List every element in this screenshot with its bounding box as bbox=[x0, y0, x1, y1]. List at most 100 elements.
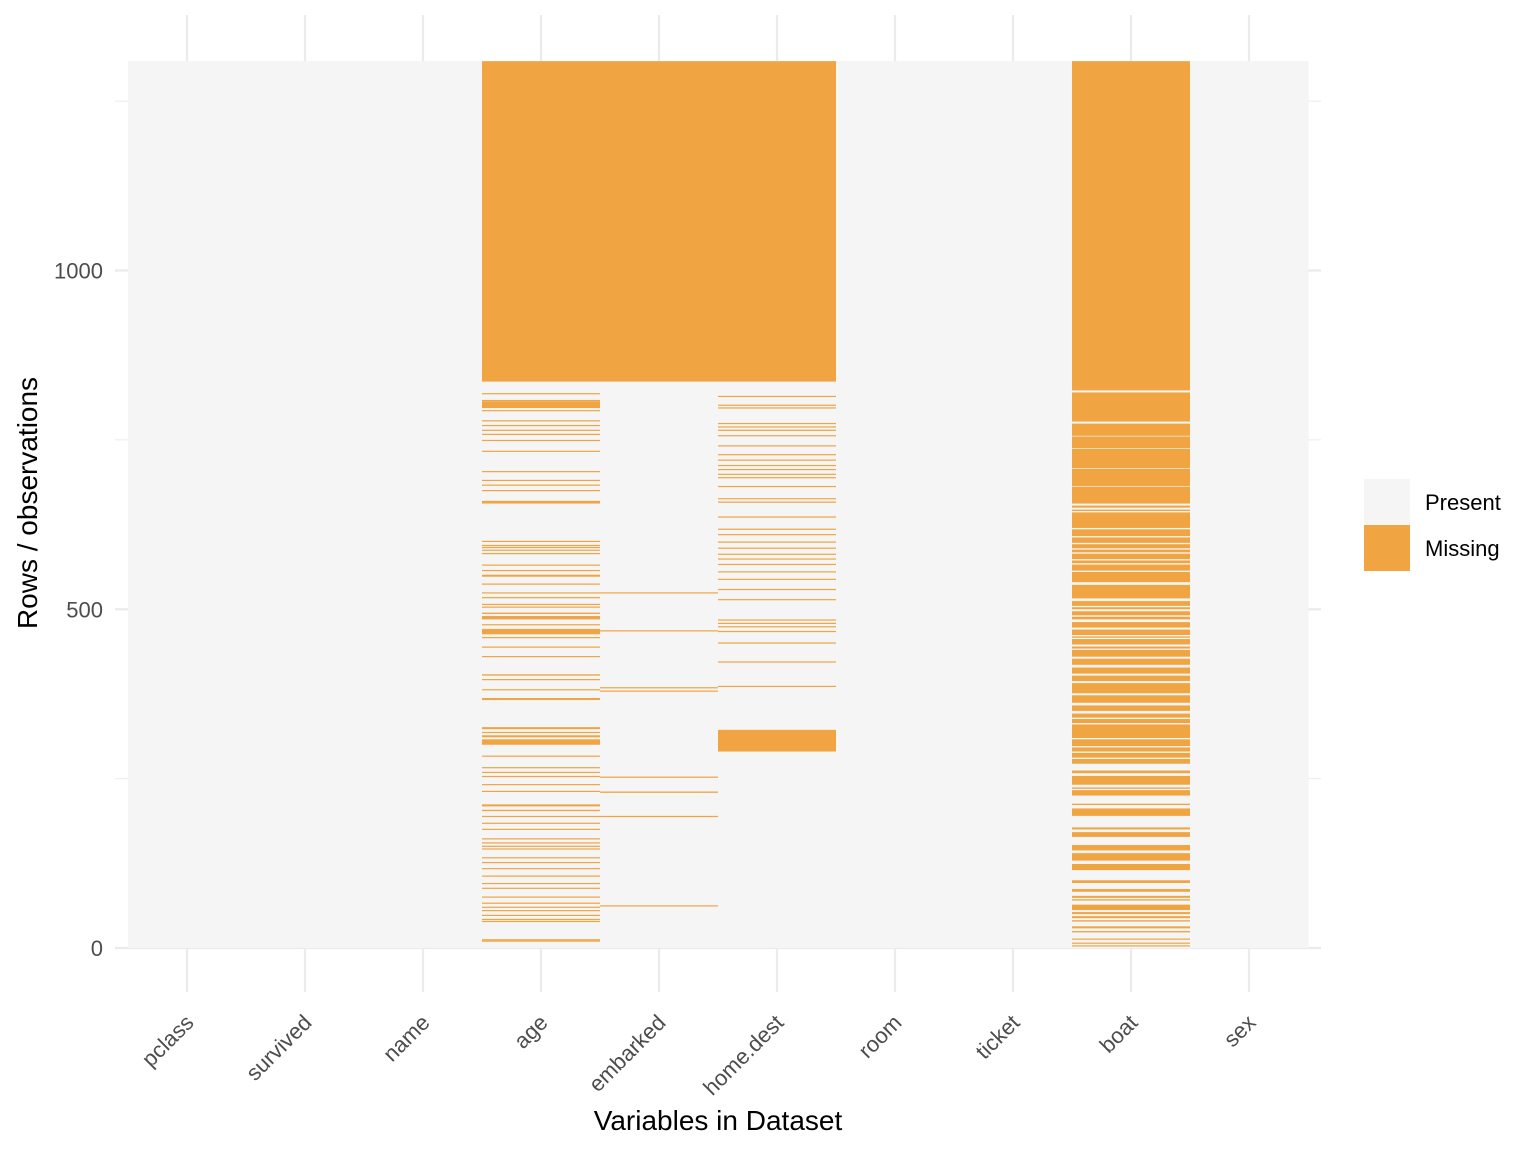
y-axis-tick-labels: 0 500 1000 bbox=[54, 259, 103, 962]
missing-segment-boat bbox=[1072, 845, 1191, 851]
missing-segment-boat bbox=[1072, 938, 1191, 940]
missing-segment-home-dest bbox=[718, 426, 837, 428]
x-tick-label: embarked bbox=[584, 1010, 671, 1097]
heatmap-tiles bbox=[128, 61, 1309, 948]
missing-segment-boat bbox=[1072, 724, 1191, 738]
missing-segment-age bbox=[482, 433, 601, 435]
missing-segment-boat bbox=[1072, 808, 1191, 816]
missing-segment-age bbox=[482, 902, 601, 904]
missing-segment-home-dest bbox=[718, 473, 837, 475]
missing-segment-age bbox=[482, 727, 601, 730]
missing-segment-age bbox=[482, 790, 601, 793]
missing-segment-home-dest bbox=[718, 422, 837, 425]
legend-label-missing: Missing bbox=[1425, 536, 1500, 561]
missing-segment-boat bbox=[1072, 564, 1191, 571]
missing-segment-home-dest bbox=[718, 553, 837, 555]
missing-segment-boat bbox=[1072, 889, 1191, 892]
missing-segment-boat bbox=[1072, 790, 1191, 796]
missing-segment-home-dest bbox=[718, 599, 837, 601]
missing-segment-age bbox=[482, 679, 601, 681]
missing-segment-age bbox=[482, 637, 601, 639]
missing-segment-age bbox=[482, 887, 601, 889]
missing-segment-boat bbox=[1072, 553, 1191, 560]
missing-segment-boat bbox=[1072, 622, 1191, 628]
missing-segment-age bbox=[482, 592, 601, 594]
missing-segment-boat bbox=[1072, 423, 1191, 436]
missing-segment-boat bbox=[1072, 571, 1191, 583]
missing-segment-home-dest bbox=[718, 469, 837, 471]
missing-segment-boat bbox=[1072, 611, 1191, 616]
missing-segment-home-dest bbox=[718, 404, 837, 406]
missing-segment-age bbox=[482, 424, 601, 427]
missing-segment-age bbox=[482, 910, 601, 912]
missing-segment-home-dest bbox=[718, 630, 837, 633]
missing-segment-age bbox=[482, 918, 601, 921]
x-tick-label: pclass bbox=[137, 1010, 199, 1072]
missing-segment-boat bbox=[1072, 486, 1191, 504]
missing-segment-age bbox=[482, 450, 601, 452]
present-column-ticket bbox=[954, 61, 1073, 948]
missing-segment-boat bbox=[1072, 803, 1191, 806]
missing-segment-age bbox=[482, 767, 601, 769]
missing-segment-age bbox=[482, 739, 601, 745]
missing-segment-boat bbox=[1072, 584, 1191, 599]
missing-segment-home-dest bbox=[718, 454, 837, 456]
missing-segment-age bbox=[482, 490, 601, 492]
missing-segment-boat bbox=[1072, 926, 1191, 929]
missing-segment-boat bbox=[1072, 667, 1191, 674]
missing-segment-boat bbox=[1072, 509, 1191, 512]
missing-segment-home-dest bbox=[718, 661, 837, 663]
x-tick-label: room bbox=[853, 1010, 906, 1063]
missing-segment-boat bbox=[1072, 61, 1191, 391]
missing-segment-boat bbox=[1072, 739, 1191, 747]
missing-segment-boat bbox=[1072, 945, 1191, 947]
x-axis-title: Variables in Dataset bbox=[594, 1105, 843, 1136]
missing-segment-boat bbox=[1072, 616, 1191, 620]
missing-segment-home-dest bbox=[718, 464, 837, 467]
legend-key-present bbox=[1364, 479, 1410, 525]
missing-segment-home-dest bbox=[718, 445, 837, 447]
missing-segment-age bbox=[482, 603, 601, 606]
missing-segment-age bbox=[482, 628, 601, 635]
missing-segment-boat bbox=[1072, 607, 1191, 610]
missing-segment-age bbox=[482, 698, 601, 701]
missing-segment-age bbox=[482, 606, 601, 608]
missing-segment-age bbox=[482, 439, 601, 442]
missing-segment-age bbox=[482, 755, 601, 757]
missing-segment-age bbox=[482, 624, 601, 626]
missing-segment-home-dest bbox=[718, 588, 837, 591]
missing-segment-boat bbox=[1072, 770, 1191, 774]
missing-segment-age bbox=[482, 939, 601, 941]
missing-segment-age bbox=[482, 616, 601, 620]
missing-segment-boat bbox=[1072, 448, 1191, 469]
missing-segment-age bbox=[482, 882, 601, 885]
missing-segment-age bbox=[482, 583, 601, 585]
missing-segment-boat bbox=[1072, 658, 1191, 665]
missing-segment-age bbox=[482, 775, 601, 778]
missing-segment-boat bbox=[1072, 560, 1191, 564]
x-tick-label: ticket bbox=[971, 1010, 1025, 1064]
missing-segment-age bbox=[482, 544, 601, 547]
missing-segment-age bbox=[482, 848, 601, 850]
missing-segment-age bbox=[482, 674, 601, 676]
x-tick-label: sex bbox=[1219, 1010, 1261, 1052]
missing-segment-age bbox=[482, 564, 601, 566]
missing-segment-embarked bbox=[600, 690, 719, 692]
missing-segment-embarked bbox=[600, 791, 719, 793]
missing-segment-home-dest bbox=[718, 642, 837, 644]
present-column-room bbox=[836, 61, 955, 948]
missing-segment-boat bbox=[1072, 758, 1191, 764]
missing-segment-boat bbox=[1072, 544, 1191, 549]
missing-segment-age bbox=[482, 857, 601, 859]
missing-segment-home-dest bbox=[718, 407, 837, 409]
missing-segment-age bbox=[482, 920, 601, 923]
missing-segment-home-dest bbox=[718, 429, 837, 431]
missing-segment-home-dest bbox=[718, 61, 837, 382]
missing-segment-boat bbox=[1072, 775, 1191, 785]
missing-segment-age bbox=[482, 540, 601, 543]
missing-segment-age bbox=[482, 868, 601, 870]
missing-segment-age bbox=[482, 484, 601, 486]
missing-segment-boat bbox=[1072, 683, 1191, 694]
missing-segment-boat bbox=[1072, 863, 1191, 871]
